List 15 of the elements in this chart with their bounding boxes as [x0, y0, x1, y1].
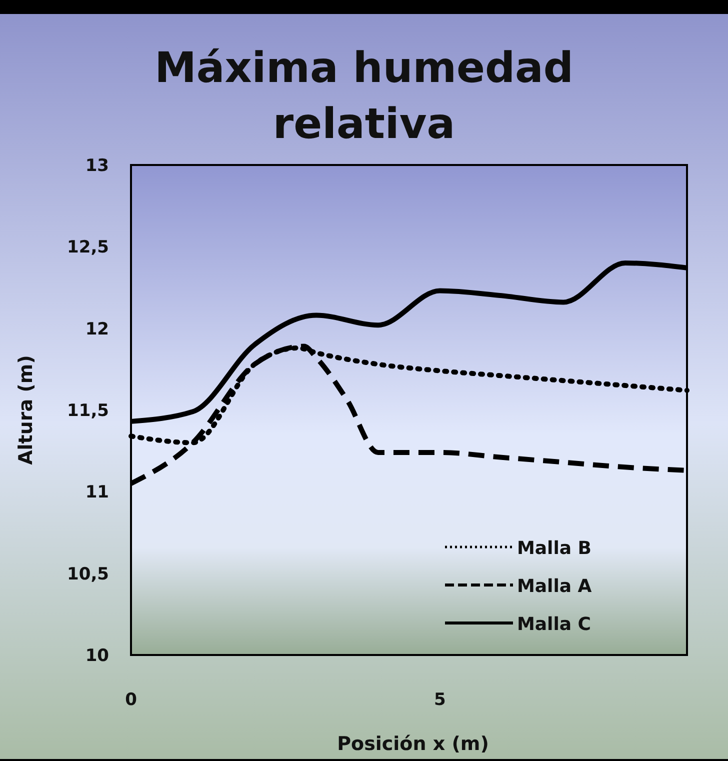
legend-label: Malla C: [517, 614, 592, 635]
y-tick-label: 11: [85, 482, 109, 503]
x-tick-label: 0: [125, 690, 138, 710]
legend-label: Malla A: [517, 576, 592, 597]
y-tick-label: 10,5: [67, 564, 109, 584]
y-tick-label: 10: [85, 646, 110, 666]
y-axis-title: Altura (m): [15, 355, 37, 465]
y-tick-label: 13: [85, 156, 109, 176]
y-tick-label: 12,5: [67, 238, 109, 258]
y-tick-label: 11,5: [67, 401, 109, 421]
legend-label: Malla B: [517, 538, 592, 559]
x-tick-label: 5: [434, 690, 446, 710]
chart-title: Máxima humedad relativa: [154, 43, 574, 148]
x-axis-title: Posición x (m): [337, 733, 489, 755]
y-tick-label: 12: [85, 319, 109, 340]
